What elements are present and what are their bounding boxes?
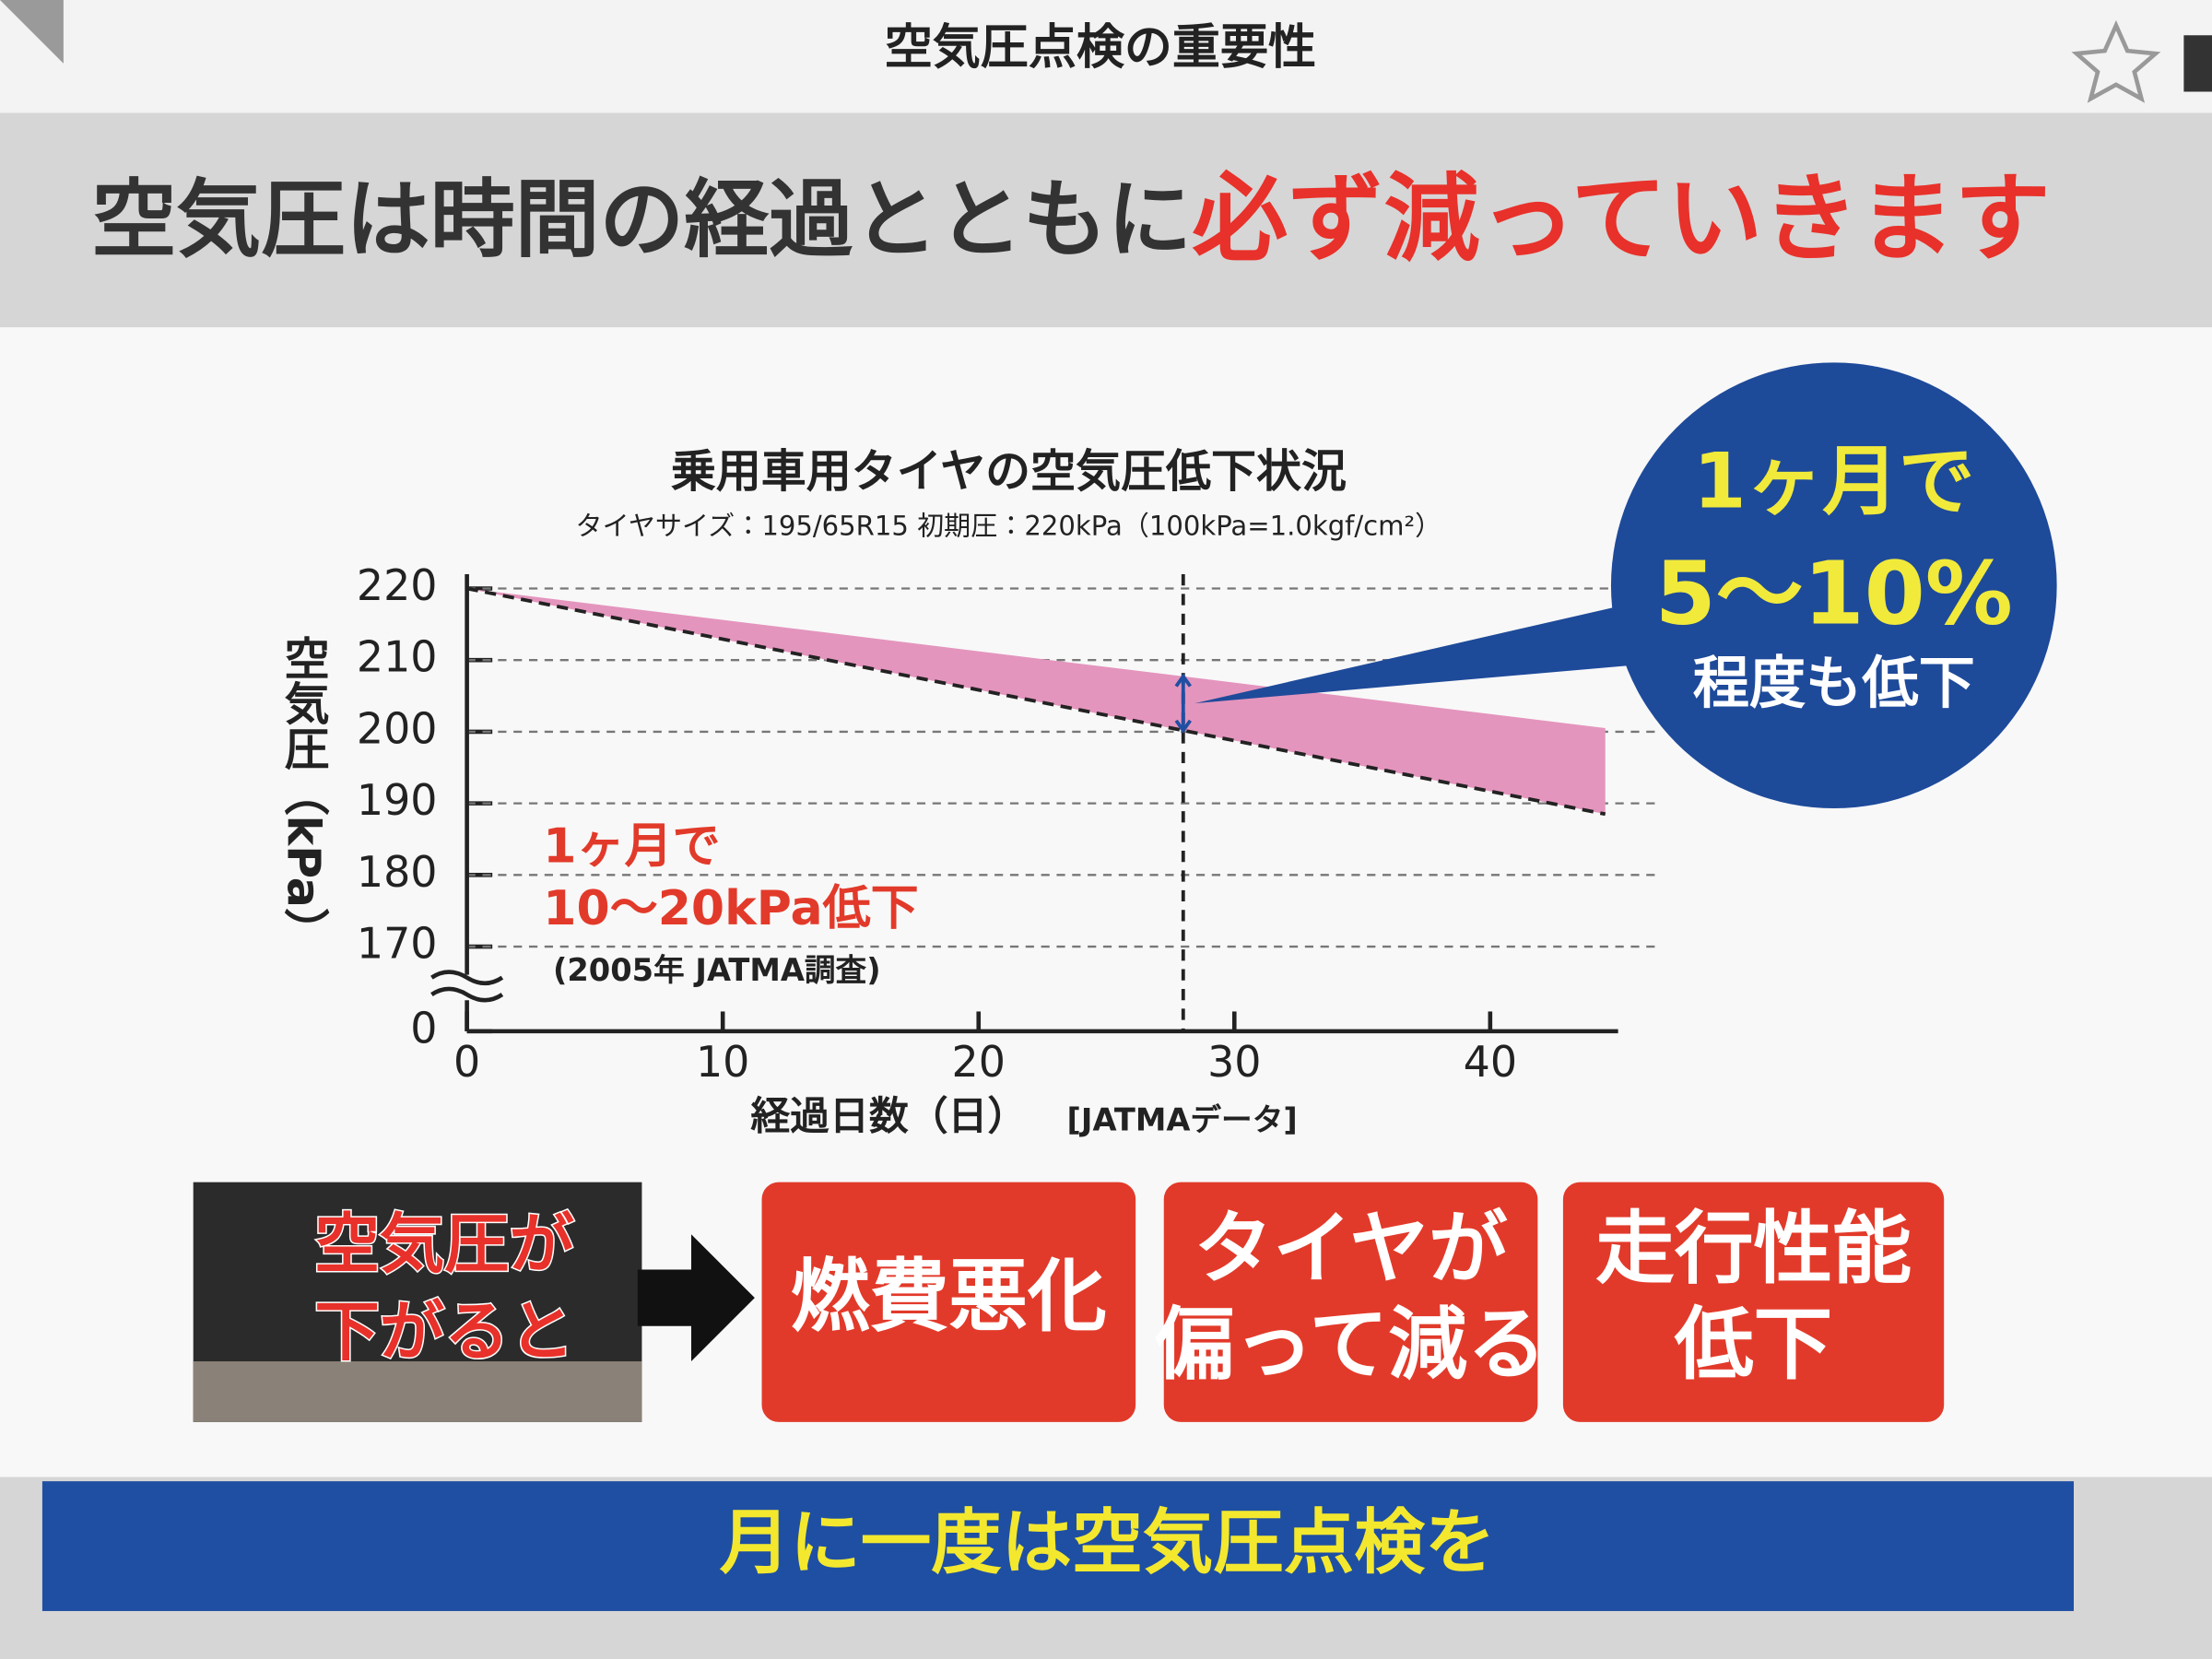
- callout-line: 5〜10%: [1655, 543, 2013, 644]
- x-tick-label: 40: [1464, 1037, 1517, 1087]
- footer-message: 月に一度は空気圧点検を: [720, 1502, 1496, 1584]
- chart-subtitle: タイヤサイズ：195/65R15 初期圧：220kPa（100kPa=1.0kg…: [576, 510, 1442, 541]
- x-tick-label: 10: [696, 1037, 749, 1087]
- y-tick-label: 180: [357, 847, 438, 897]
- y-tick-label: 220: [357, 560, 438, 610]
- x-axis-label: 経過日数（日）: [750, 1093, 1027, 1139]
- drop-arrow: [1174, 673, 1192, 734]
- y-tick-label: 190: [357, 775, 438, 825]
- headline-lead: 空気圧は時間の経過とともに: [91, 171, 1192, 269]
- callout-bubble: [1610, 362, 2057, 809]
- effect-text: 燃費悪化: [791, 1251, 1107, 1343]
- title-bar: [0, 0, 2212, 113]
- annotation-note: (2005年 JATMA調査): [553, 952, 881, 988]
- source-note: [JATMAデータ]: [1067, 1101, 1298, 1137]
- cause-line: 空気圧が: [314, 1206, 574, 1282]
- callout-line: 程度も低下: [1693, 651, 1975, 716]
- arrow: [637, 1234, 755, 1362]
- favorite-star[interactable]: [2071, 19, 2161, 103]
- tire-photo-floor: [193, 1361, 642, 1422]
- effect-box: [1163, 1182, 1538, 1422]
- screen-title: 空気圧点検の重要性: [885, 20, 1316, 76]
- x-tick-label: 30: [1207, 1037, 1261, 1087]
- callout-line: 1ヶ月で: [1693, 438, 1974, 526]
- lower-line: [466, 586, 1606, 817]
- x-tick-label: 20: [952, 1037, 1006, 1087]
- y-tick-label: 210: [357, 632, 438, 682]
- cause-line: 下がると: [314, 1294, 574, 1370]
- effect-box: [1562, 1182, 1945, 1422]
- effect-box: [761, 1182, 1136, 1422]
- x-tick-label: 0: [453, 1037, 480, 1087]
- headline-emphasis: 必ず減っていきます: [1192, 162, 2051, 275]
- headline: 空気圧は時間の経過とともに必ず減っていきます: [91, 162, 2050, 275]
- annotation-line: 1ヶ月で: [543, 818, 720, 874]
- chart-title: 乗用車用タイヤの空気圧低下状況: [671, 445, 1347, 498]
- y-tick-label: 200: [357, 703, 438, 753]
- effect-text: 偏って減る: [1154, 1299, 1546, 1391]
- effect-text: タイヤが: [1194, 1203, 1508, 1295]
- y-tick-label: 170: [357, 919, 438, 969]
- y-tick-label: 0: [410, 1003, 437, 1053]
- effect-text: 低下: [1674, 1299, 1832, 1391]
- effect-text: 走行性能: [1595, 1203, 1912, 1295]
- back-button[interactable]: [0, 0, 64, 64]
- footer-banner: [41, 1481, 2074, 1611]
- axis-break: [430, 970, 504, 1003]
- annotation-line: 10〜20kPa低下: [543, 881, 918, 936]
- menu-button[interactable]: [2183, 35, 2212, 92]
- y-axis-label: 空気圧（kPa）: [277, 635, 330, 953]
